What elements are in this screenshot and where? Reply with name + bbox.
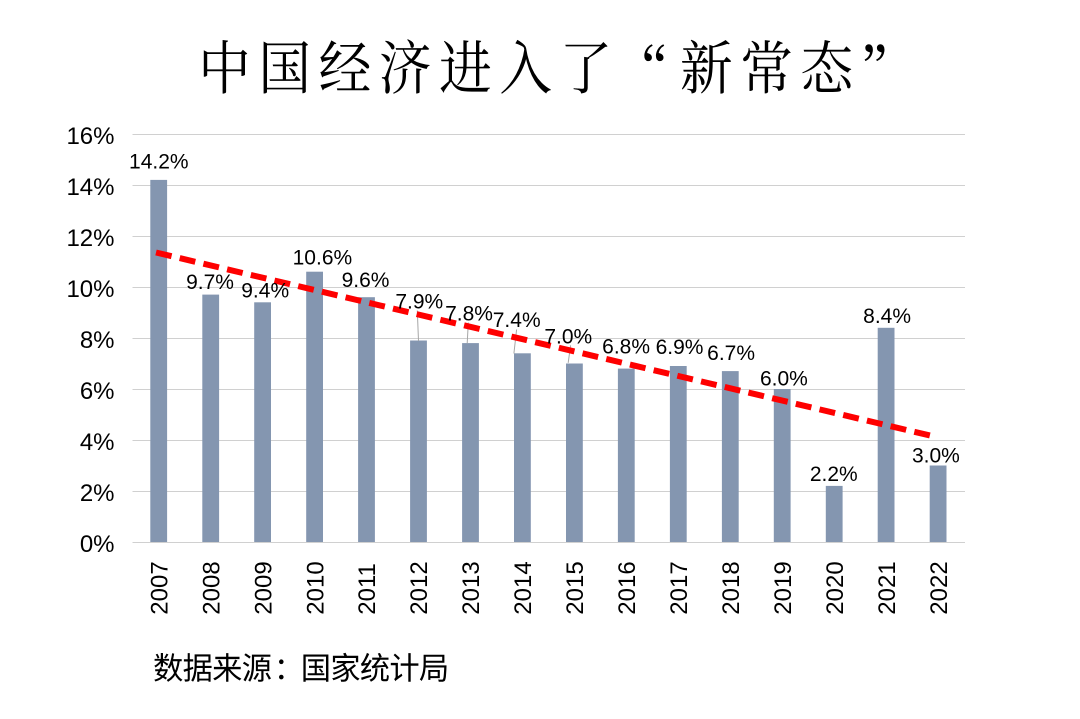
svg-text:2017: 2017 bbox=[666, 561, 693, 614]
svg-text:7.9%: 7.9% bbox=[395, 290, 443, 313]
svg-text:4%: 4% bbox=[80, 429, 115, 456]
svg-text:6.9%: 6.9% bbox=[656, 336, 704, 359]
svg-text:2012: 2012 bbox=[406, 561, 433, 614]
svg-text:2019: 2019 bbox=[770, 561, 797, 614]
svg-text:2011: 2011 bbox=[354, 563, 381, 615]
svg-text:7.8%: 7.8% bbox=[445, 302, 493, 325]
svg-text:2010: 2010 bbox=[302, 561, 329, 614]
svg-text:2007: 2007 bbox=[146, 561, 173, 614]
svg-text:0%: 0% bbox=[80, 531, 115, 558]
svg-text:6.8%: 6.8% bbox=[602, 336, 650, 359]
svg-text:9.7%: 9.7% bbox=[186, 271, 234, 294]
svg-text:2016: 2016 bbox=[614, 561, 641, 614]
svg-text:2%: 2% bbox=[80, 480, 115, 507]
svg-text:9.6%: 9.6% bbox=[342, 269, 390, 292]
svg-text:10%: 10% bbox=[66, 276, 114, 303]
svg-text:6.0%: 6.0% bbox=[760, 367, 808, 390]
svg-text:7.0%: 7.0% bbox=[544, 325, 592, 348]
svg-text:12%: 12% bbox=[66, 225, 114, 252]
svg-text:7.4%: 7.4% bbox=[493, 309, 541, 332]
svg-text:2021: 2021 bbox=[874, 561, 901, 614]
svg-text:6%: 6% bbox=[80, 378, 115, 405]
svg-text:2018: 2018 bbox=[718, 561, 745, 614]
svg-text:3.0%: 3.0% bbox=[912, 445, 960, 468]
svg-text:2009: 2009 bbox=[250, 561, 277, 614]
svg-text:14.2%: 14.2% bbox=[129, 150, 189, 173]
svg-text:8%: 8% bbox=[80, 327, 115, 354]
svg-text:2022: 2022 bbox=[926, 561, 953, 614]
svg-text:9.4%: 9.4% bbox=[241, 279, 289, 302]
svg-text:6.7%: 6.7% bbox=[707, 342, 755, 365]
svg-text:8.4%: 8.4% bbox=[863, 305, 911, 328]
svg-text:2014: 2014 bbox=[510, 561, 537, 614]
svg-text:2013: 2013 bbox=[458, 561, 485, 614]
svg-text:2015: 2015 bbox=[562, 561, 589, 614]
svg-text:2020: 2020 bbox=[822, 561, 849, 614]
svg-text:10.6%: 10.6% bbox=[293, 246, 353, 269]
svg-text:2008: 2008 bbox=[198, 561, 225, 614]
svg-text:16%: 16% bbox=[66, 123, 114, 150]
svg-text:2.2%: 2.2% bbox=[810, 463, 858, 486]
svg-text:14%: 14% bbox=[66, 174, 114, 201]
